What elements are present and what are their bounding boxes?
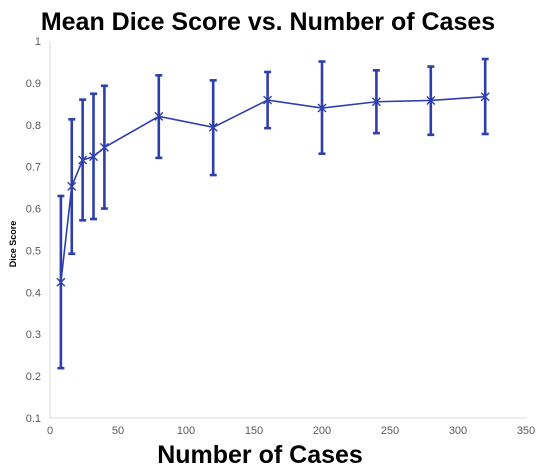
marker-stroke (208, 122, 218, 132)
data-point (263, 95, 273, 105)
marker-stroke (426, 95, 436, 105)
data-point (317, 103, 327, 113)
data-point (208, 122, 218, 132)
marker-stroke (371, 97, 381, 107)
data-point (371, 97, 381, 107)
x-tick-label: 150 (245, 425, 263, 437)
y-tick-label: 0.1 (26, 413, 41, 425)
y-tick-label: 0.2 (26, 371, 41, 383)
x-tick-label: 300 (449, 425, 467, 437)
y-tick-label: 0.7 (26, 162, 41, 174)
data-point (426, 95, 436, 105)
data-markers (56, 92, 490, 287)
x-tick-label: 200 (313, 425, 331, 437)
y-tick-label: 0.9 (26, 78, 41, 90)
y-tick-label: 0.8 (26, 120, 41, 132)
marker-stroke (317, 103, 327, 113)
y-tick-label: 0.6 (26, 204, 41, 216)
x-tick-label: 50 (112, 425, 124, 437)
chart-title: Mean Dice Score vs. Number of Cases (41, 8, 495, 36)
y-tick-label: 0.3 (26, 329, 41, 341)
y-tick-label: 1 (35, 36, 41, 48)
data-point (56, 277, 66, 287)
x-axis-label: Number of Cases (157, 441, 363, 469)
data-point (480, 92, 490, 102)
x-tick-labels: 0 50 100 150 200 250 300 350 (47, 425, 535, 437)
y-tick-labels: 0.1 0.2 0.3 0.4 0.5 0.6 0.7 0.8 0.9 1 (26, 36, 41, 425)
x-tick-label: 0 (47, 425, 53, 437)
marker-stroke (56, 277, 66, 287)
marker-stroke (480, 92, 490, 102)
marker-stroke (99, 142, 109, 152)
data-point (89, 152, 99, 162)
plot-area: 0.1 0.2 0.3 0.4 0.5 0.6 0.7 0.8 0.9 1 0 50 100 150 20… (26, 36, 535, 437)
data-point (99, 142, 109, 152)
data-point (154, 111, 164, 121)
x-tick-label: 100 (177, 425, 195, 437)
marker-stroke (78, 155, 88, 165)
data-point (67, 181, 77, 191)
y-tick-label: 0.4 (26, 287, 41, 299)
data-point (78, 155, 88, 165)
marker-stroke (67, 181, 77, 191)
marker-stroke (154, 111, 164, 121)
marker-stroke (89, 152, 99, 162)
y-tick-label: 0.5 (26, 245, 41, 257)
series-line (60, 95, 486, 283)
marker-stroke (263, 95, 273, 105)
x-tick-label: 350 (517, 425, 535, 437)
x-tick-label: 250 (381, 425, 399, 437)
error-bars (57, 57, 489, 370)
y-axis-label: Dice Score (8, 221, 18, 268)
